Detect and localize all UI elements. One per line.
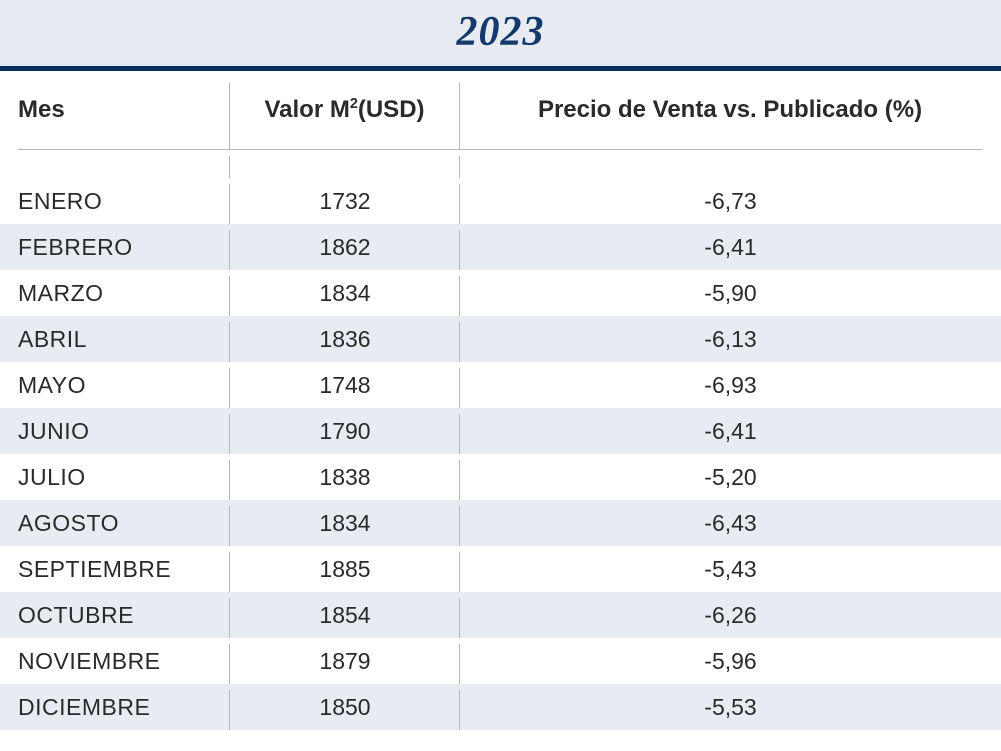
table-row: ABRIL1836-6,13 (0, 316, 1001, 362)
cell-valor: 1838 (230, 454, 460, 500)
cell-precio: -5,43 (460, 546, 1001, 592)
price-table: 2023 Mes Valor M2(USD) Precio de Venta v… (0, 0, 1001, 730)
cell-valor: 1850 (230, 684, 460, 730)
cell-precio: -6,13 (460, 316, 1001, 362)
cell-valor: 1790 (230, 408, 460, 454)
cell-precio: -5,53 (460, 684, 1001, 730)
cell-valor: 1748 (230, 362, 460, 408)
col-header-valor: Valor M2(USD) (230, 71, 460, 149)
cell-precio: -6,43 (460, 500, 1001, 546)
header-row: Mes Valor M2(USD) Precio de Venta vs. Pu… (0, 71, 1001, 149)
table-row: NOVIEMBRE1879-5,96 (0, 638, 1001, 684)
col-header-precio: Precio de Venta vs. Publicado (%) (460, 71, 1001, 149)
col-header-mes: Mes (0, 71, 230, 149)
cell-valor: 1836 (230, 316, 460, 362)
table-row: JULIO1838-5,20 (0, 454, 1001, 500)
table-row: OCTUBRE1854-6,26 (0, 592, 1001, 638)
cell-precio: -5,20 (460, 454, 1001, 500)
table-body: ENERO1732-6,73FEBRERO1862-6,41MARZO1834-… (0, 149, 1001, 730)
cell-mes: FEBRERO (0, 224, 230, 270)
cell-mes: DICIEMBRE (0, 684, 230, 730)
cell-mes: JULIO (0, 454, 230, 500)
cell-mes: SEPTIEMBRE (0, 546, 230, 592)
table-row: MAYO1748-6,93 (0, 362, 1001, 408)
cell-valor: 1732 (230, 178, 460, 224)
table-row: JUNIO1790-6,41 (0, 408, 1001, 454)
data-table: Mes Valor M2(USD) Precio de Venta vs. Pu… (0, 71, 1001, 730)
cell-mes: MAYO (0, 362, 230, 408)
cell-precio: -6,73 (460, 178, 1001, 224)
cell-mes: ENERO (0, 178, 230, 224)
cell-precio: -5,96 (460, 638, 1001, 684)
cell-mes: OCTUBRE (0, 592, 230, 638)
table-row: FEBRERO1862-6,41 (0, 224, 1001, 270)
table-row: DICIEMBRE1850-5,53 (0, 684, 1001, 730)
cell-precio: -6,41 (460, 408, 1001, 454)
table-row: AGOSTO1834-6,43 (0, 500, 1001, 546)
cell-precio: -6,41 (460, 224, 1001, 270)
header-spacer (0, 150, 1001, 178)
title-bar: 2023 (0, 0, 1001, 71)
cell-mes: NOVIEMBRE (0, 638, 230, 684)
table-row: MARZO1834-5,90 (0, 270, 1001, 316)
cell-precio: -6,26 (460, 592, 1001, 638)
cell-precio: -5,90 (460, 270, 1001, 316)
col-header-valor-pre: Valor M (264, 96, 349, 123)
cell-valor: 1879 (230, 638, 460, 684)
col-header-valor-sup: 2 (350, 96, 358, 112)
cell-mes: ABRIL (0, 316, 230, 362)
cell-precio: -6,93 (460, 362, 1001, 408)
col-header-precio-label: Precio de Venta vs. Publicado (%) (538, 96, 922, 123)
cell-valor: 1862 (230, 224, 460, 270)
cell-mes: JUNIO (0, 408, 230, 454)
cell-valor: 1854 (230, 592, 460, 638)
cell-mes: AGOSTO (0, 500, 230, 546)
cell-mes: MARZO (0, 270, 230, 316)
table-row: ENERO1732-6,73 (0, 178, 1001, 224)
cell-valor: 1834 (230, 500, 460, 546)
cell-valor: 1885 (230, 546, 460, 592)
col-header-mes-label: Mes (18, 96, 65, 123)
cell-valor: 1834 (230, 270, 460, 316)
table-row: SEPTIEMBRE1885-5,43 (0, 546, 1001, 592)
year-title: 2023 (457, 9, 545, 55)
col-header-valor-post: (USD) (358, 96, 425, 123)
